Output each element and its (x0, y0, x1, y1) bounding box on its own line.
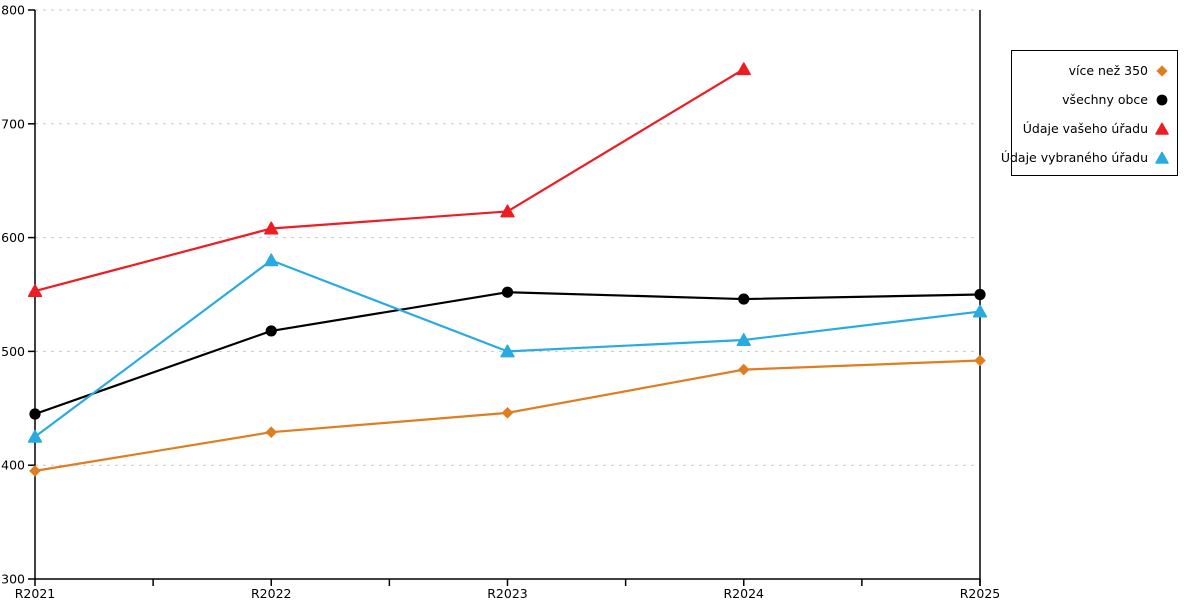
legend-item-1: všechny obce (1012, 85, 1170, 114)
legend-item-3: Údaje vybraného úřadu (1001, 143, 1170, 172)
circle-glyph (1156, 94, 1168, 105)
diamond-glyph (1156, 64, 1168, 77)
y-tick-label: 700 (1, 116, 25, 131)
data-point-s1-R2021 (29, 408, 41, 420)
data-point-s3-R2022 (264, 253, 279, 267)
data-point-s3-R2023 (500, 344, 515, 358)
triangle-glyph (1155, 122, 1169, 135)
legend-marker-circle-icon (1156, 94, 1168, 105)
y-tick-label: 400 (1, 458, 25, 473)
data-point-s2-R2024 (736, 62, 751, 76)
series-line-2 (33, 68, 745, 293)
x-tick-label-R2025: R2025 (960, 586, 1001, 600)
data-point-s2-R2021 (27, 284, 43, 298)
data-point-s0-R2021 (29, 465, 41, 477)
legend-item-0: více než 350 (1012, 56, 1170, 85)
data-point-s2-R2023 (500, 204, 515, 218)
legend-label: všechny obce (1062, 92, 1148, 107)
data-point-s2-R2022 (264, 221, 279, 235)
data-point-s3-R2025 (972, 304, 988, 318)
legend-label: více než 350 (1068, 63, 1148, 78)
legend-marker-diamond-icon (1156, 64, 1168, 77)
data-point-s3-R2021 (27, 429, 43, 443)
legend-marker-triangle-icon (1155, 122, 1169, 135)
x-tick-label-R2024: R2024 (724, 586, 765, 600)
data-point-s0-R2024 (737, 363, 750, 376)
legend: více než 350 všechny obce Údaje vašeho úřa… (1001, 50, 1178, 176)
x-tick-label-R2021: R2021 (15, 586, 56, 600)
x-tick-label-R2023: R2023 (487, 586, 528, 600)
data-point-s1-R2024 (738, 293, 750, 305)
y-tick-label: 300 (1, 572, 25, 587)
data-point-s3-R2024 (736, 333, 751, 346)
y-tick-label: 500 (1, 344, 25, 359)
data-point-s1-R2022 (265, 325, 277, 337)
y-tick-label: 600 (1, 230, 25, 245)
data-point-s0-R2025 (974, 354, 986, 367)
data-point-s1-R2023 (501, 286, 514, 298)
y-tick-label: 800 (1, 3, 25, 18)
data-point-s0-R2022 (265, 426, 278, 438)
data-point-s0-R2023 (501, 407, 514, 419)
data-point-s1-R2025 (974, 288, 986, 301)
triangle-glyph (1155, 151, 1169, 164)
legend-marker-triangle-icon (1155, 151, 1169, 164)
x-tick-label-R2022: R2022 (251, 586, 292, 600)
legend-label: Údaje vybraného úřadu (1000, 150, 1148, 165)
legend-item-2: Údaje vašeho úřadu (1012, 114, 1170, 143)
legend-label: Údaje vašeho úřadu (1022, 121, 1148, 136)
